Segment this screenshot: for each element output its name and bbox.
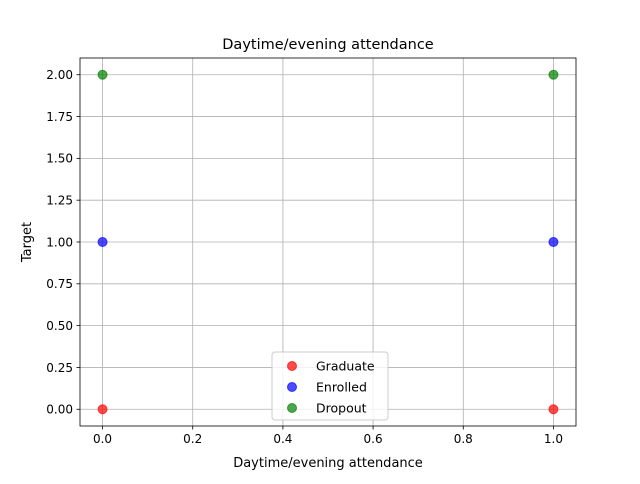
legend: Graduate Enrolled Dropout (271, 351, 389, 421)
legend-label-dropout: Dropout (316, 401, 367, 416)
x-tick-label: 1.0 (544, 432, 563, 446)
x-axis-label: Daytime/evening attendance (233, 456, 423, 471)
y-tick-label: 1.00 (46, 235, 73, 249)
y-tick-label: 0.25 (46, 361, 73, 375)
axis-ticks: 0.0 0.2 0.4 0.6 0.8 1.0 0.00 0.25 0.50 0.75 1.00 1.… (46, 68, 563, 446)
y-tick-label: 0.75 (46, 277, 73, 291)
y-tick-label: 1.50 (46, 152, 73, 166)
y-tick-label: 2.00 (46, 68, 73, 82)
y-tick-label: 0.00 (46, 403, 73, 417)
data-points (97, 69, 559, 415)
point-dropout (97, 69, 108, 80)
legend-box (271, 351, 389, 421)
point-graduate (548, 404, 559, 415)
chart-title: Daytime/evening attendance (222, 37, 434, 53)
x-tick-label: 0.6 (364, 432, 383, 446)
x-tick-label: 0.8 (454, 432, 473, 446)
legend-label-enrolled: Enrolled (316, 380, 367, 395)
legend-marker-enrolled (287, 382, 297, 392)
point-graduate (97, 404, 108, 415)
y-tick-label: 1.75 (46, 110, 73, 124)
legend-label-graduate: Graduate (316, 359, 375, 374)
y-tick-label: 0.50 (46, 319, 73, 333)
point-enrolled (548, 237, 559, 247)
x-tick-label: 0.2 (183, 432, 202, 446)
legend-marker-dropout (287, 403, 297, 413)
point-enrolled (97, 237, 108, 247)
y-axis-label: Target (20, 222, 35, 263)
y-tick-label: 1.25 (46, 193, 73, 207)
x-tick-label: 0.4 (273, 432, 292, 446)
x-tick-label: 0.0 (93, 432, 112, 446)
point-dropout (548, 69, 559, 80)
legend-marker-graduate (287, 361, 297, 371)
